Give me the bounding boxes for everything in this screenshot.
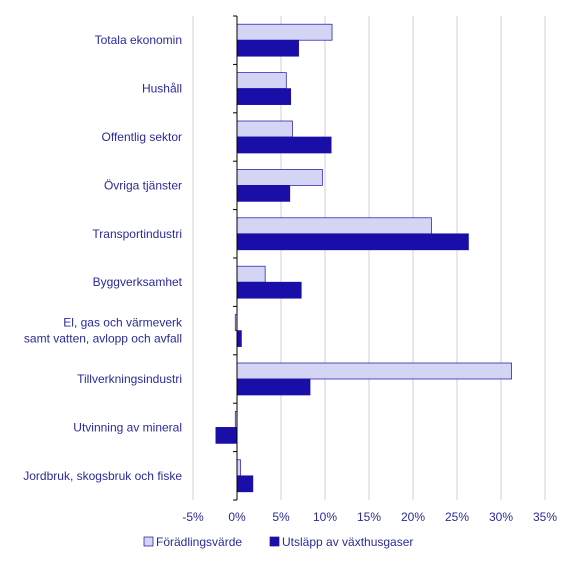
legend-label-foradlingsvarde: Förädlingsvärde bbox=[156, 535, 242, 549]
bar-utslapp bbox=[236, 39, 299, 57]
bar-utslapp bbox=[236, 88, 292, 105]
bar-utslapp bbox=[236, 136, 332, 154]
category-label: Jordbruk, skogsbruk och fiske bbox=[23, 469, 182, 483]
category-label: Tillverkningsindustri bbox=[77, 372, 182, 386]
category-label: Transportindustri bbox=[92, 227, 182, 241]
bar-utslapp bbox=[236, 233, 469, 251]
zero-axis bbox=[233, 15, 238, 501]
bar-utslapp bbox=[215, 427, 238, 444]
bar-foradlingsvarde bbox=[236, 217, 432, 235]
bar-foradlingsvarde bbox=[236, 169, 323, 186]
x-tick-label: 10% bbox=[313, 510, 337, 524]
category-label: Byggverksamhet bbox=[93, 275, 183, 289]
x-tick-label: 35% bbox=[533, 510, 557, 524]
category-label: Hushåll bbox=[142, 82, 182, 96]
legend-swatch-utslapp bbox=[269, 536, 280, 547]
bar-utslapp bbox=[236, 281, 302, 299]
category-label: El, gas och värmeverk samt vatten, avlopp… bbox=[24, 316, 183, 346]
x-tick-labels: -5% 0% 5% 10% 15% 20% 25% 30% 35% bbox=[182, 510, 557, 524]
bar-utslapp bbox=[236, 475, 254, 493]
category-label: Övriga tjänster bbox=[104, 178, 182, 192]
x-tick-label: -5% bbox=[182, 510, 204, 524]
x-tick-label: 25% bbox=[445, 510, 469, 524]
bar-foradlingsvarde bbox=[236, 23, 333, 41]
legend-label-utslapp: Utsläpp av växthusgaser bbox=[282, 535, 413, 549]
x-tick-label: 15% bbox=[357, 510, 381, 524]
bar-foradlingsvarde bbox=[236, 459, 241, 477]
legend: Förädlingsvärde Utsläpp av växthusgaser bbox=[143, 535, 413, 549]
bar-utslapp bbox=[236, 185, 291, 202]
x-tick-label: 30% bbox=[489, 510, 513, 524]
bars bbox=[215, 23, 512, 493]
x-tick-label: 5% bbox=[272, 510, 290, 524]
category-labels: Totala ekonomin Hushåll Offentlig sektor Öv… bbox=[23, 33, 183, 483]
bar-utslapp bbox=[236, 378, 311, 396]
bar-foradlingsvarde bbox=[236, 265, 266, 283]
bar-utslapp bbox=[236, 330, 242, 347]
category-label: Offentlig sektor bbox=[102, 130, 182, 144]
x-tick-label: 20% bbox=[401, 510, 425, 524]
bar-foradlingsvarde bbox=[236, 362, 512, 380]
category-label: Totala ekonomin bbox=[95, 33, 182, 47]
bar-foradlingsvarde bbox=[236, 120, 293, 138]
x-tick-label: 0% bbox=[228, 510, 246, 524]
bar-foradlingsvarde bbox=[236, 72, 287, 89]
legend-swatch-foradlingsvarde bbox=[143, 536, 154, 547]
category-label: Utvinning av mineral bbox=[73, 420, 182, 434]
